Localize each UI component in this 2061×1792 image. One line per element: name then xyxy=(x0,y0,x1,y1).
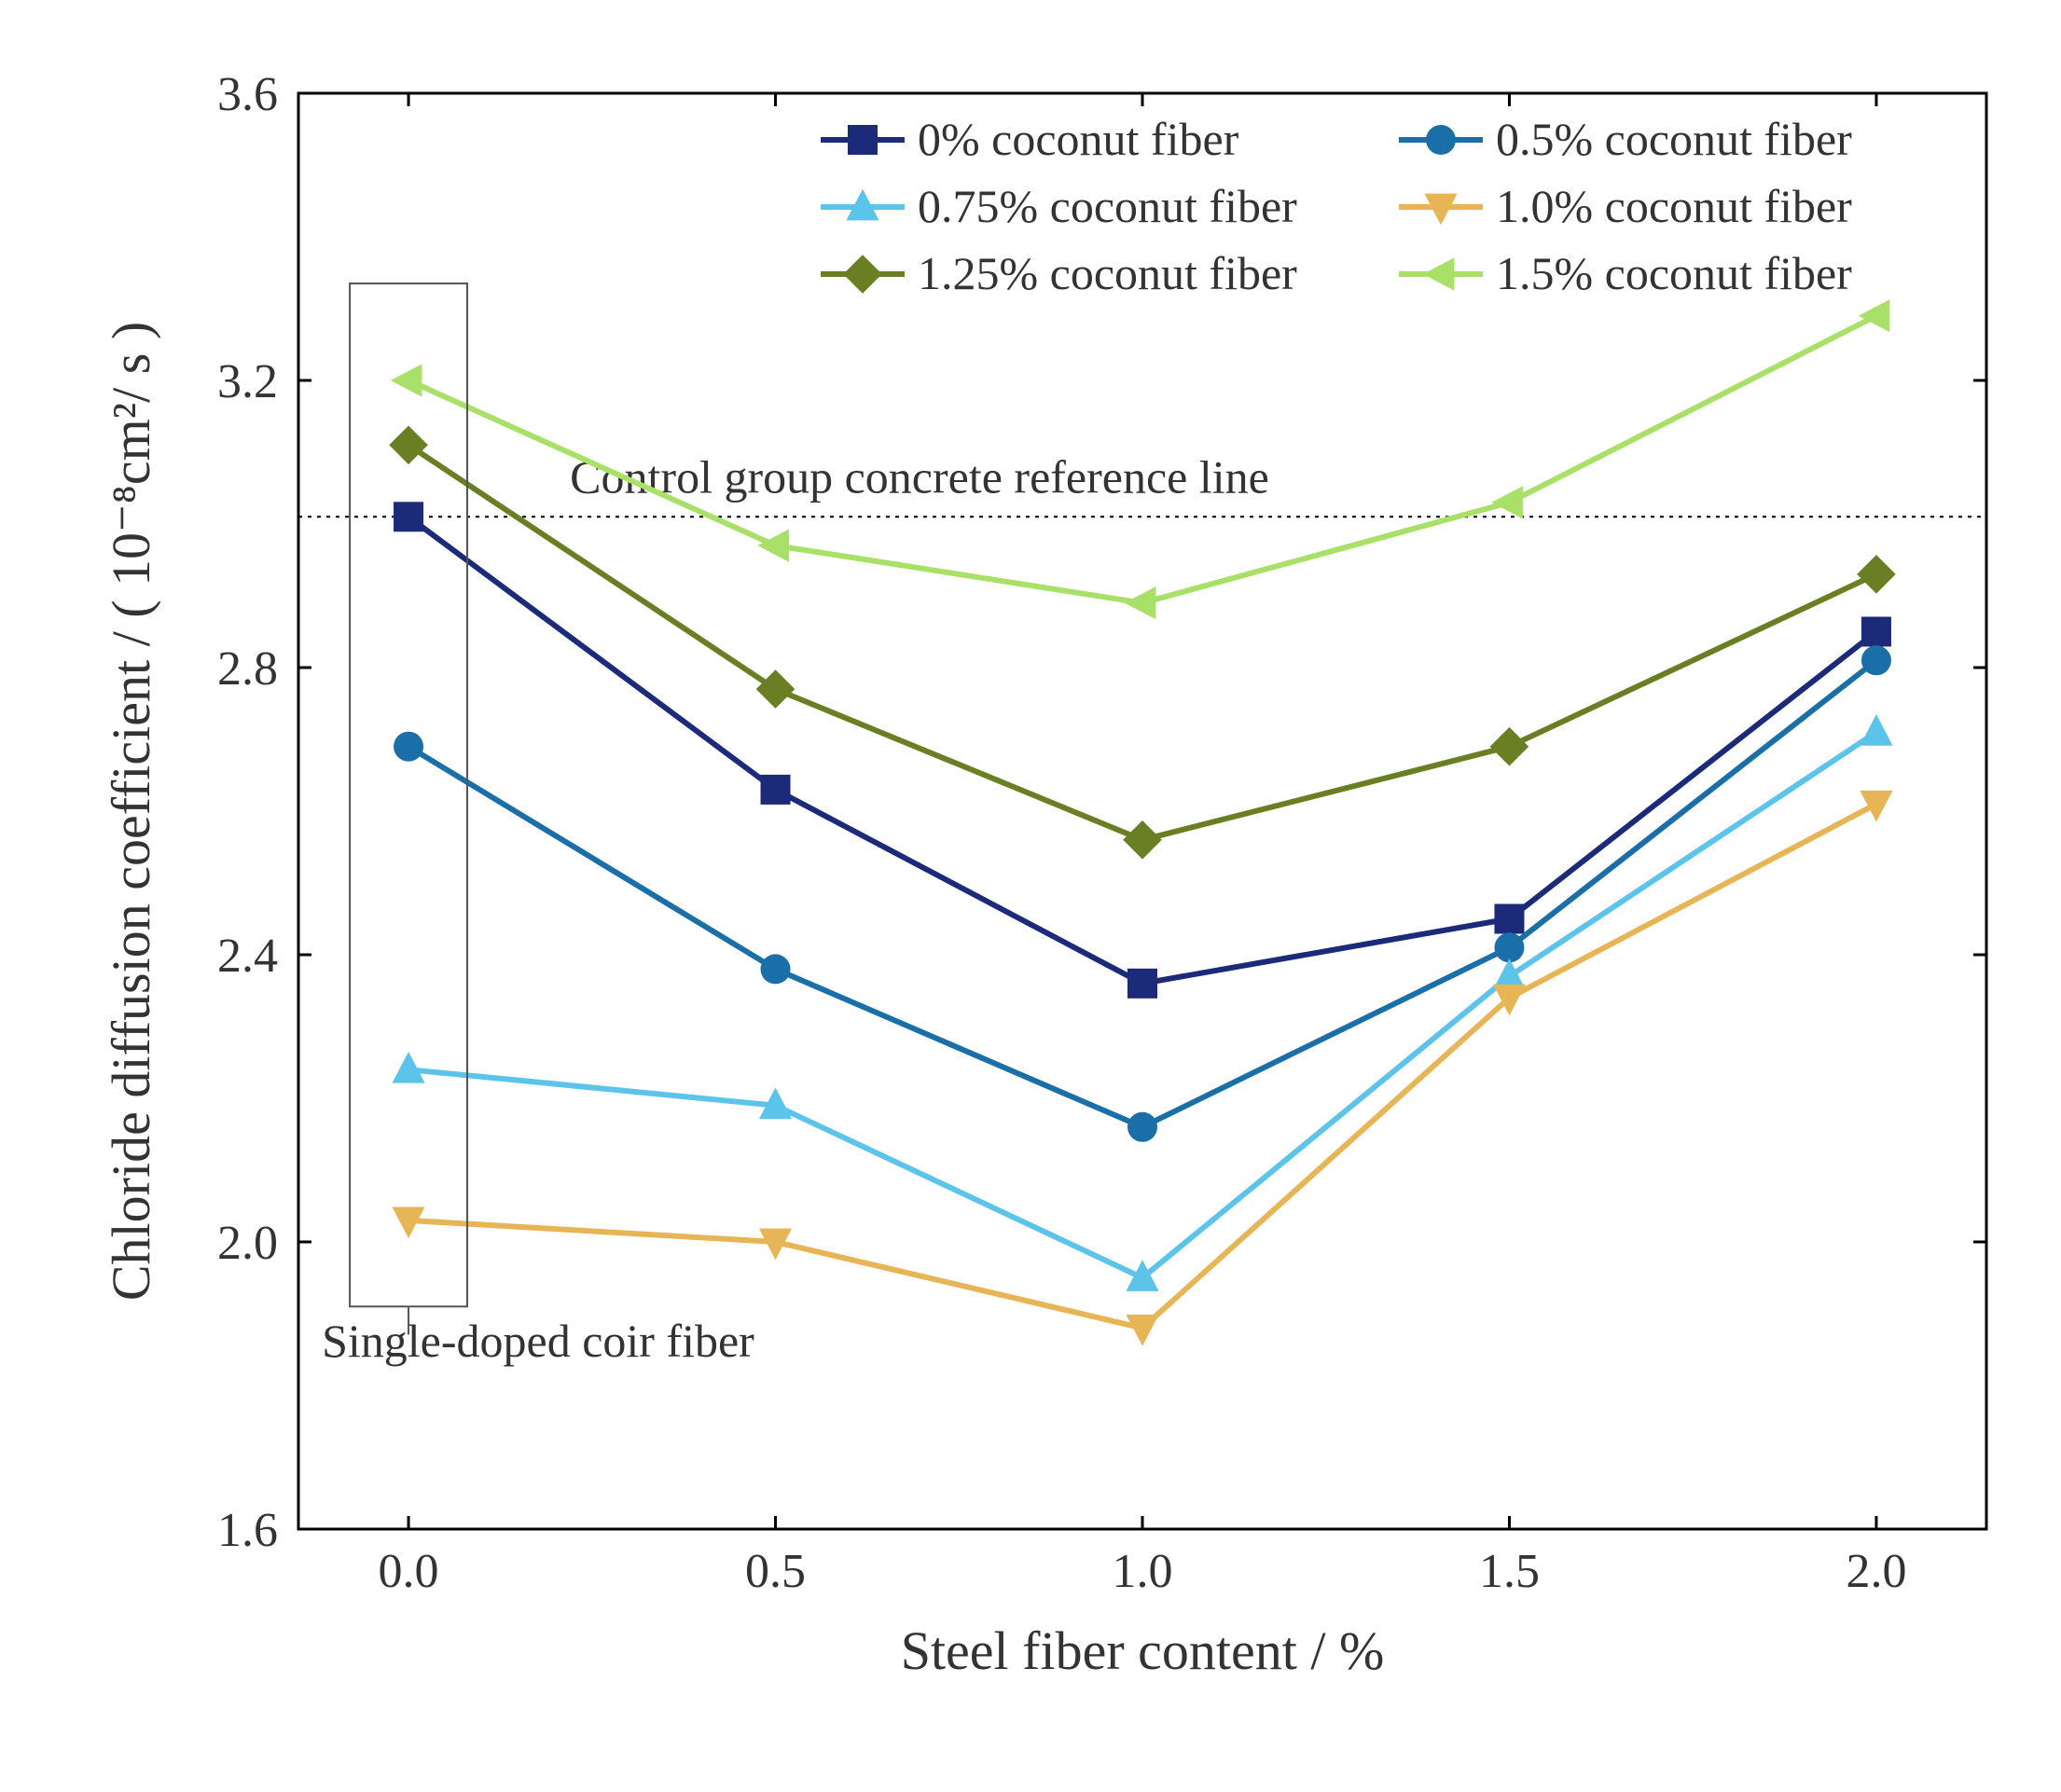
y-tick-label: 1.6 xyxy=(217,1504,278,1557)
line-chart: 0.0 0.5 1.0 1.5 2.0 Steel fiber content / % 1.… xyxy=(19,19,2061,1773)
reference-line-label: Control group concrete reference line xyxy=(570,450,1269,503)
legend-label: 1.25% coconut fiber xyxy=(918,247,1297,299)
legend-label: 0% coconut fiber xyxy=(918,113,1239,165)
x-tick-label: 0.0 xyxy=(379,1545,439,1598)
x-tick-label: 0.5 xyxy=(745,1545,806,1598)
y-tick-label: 2.4 xyxy=(217,930,278,983)
legend-label: 1.0% coconut fiber xyxy=(1496,180,1852,232)
x-tick-label: 2.0 xyxy=(1846,1545,1906,1598)
annotation-label: Single-doped coir fiber xyxy=(322,1315,754,1367)
legend-label: 1.5% coconut fiber xyxy=(1496,247,1852,299)
y-tick-label: 2.8 xyxy=(217,642,278,696)
x-tick-label: 1.0 xyxy=(1113,1545,1173,1598)
x-tick-label: 1.5 xyxy=(1479,1545,1540,1598)
y-tick-label: 3.2 xyxy=(217,355,278,408)
chart-container: 0.0 0.5 1.0 1.5 2.0 Steel fiber content / % 1.… xyxy=(19,19,2061,1773)
legend-label: 0.75% coconut fiber xyxy=(918,180,1297,232)
legend-label: 0.5% coconut fiber xyxy=(1496,113,1852,165)
y-tick-label: 2.0 xyxy=(217,1217,278,1270)
x-axis-label: Steel fiber content / % xyxy=(901,1620,1385,1681)
y-tick-label: 3.6 xyxy=(217,68,278,121)
y-axis-label: Chloride diffusion coefficient / ( 10⁻⁸c… xyxy=(101,322,161,1301)
